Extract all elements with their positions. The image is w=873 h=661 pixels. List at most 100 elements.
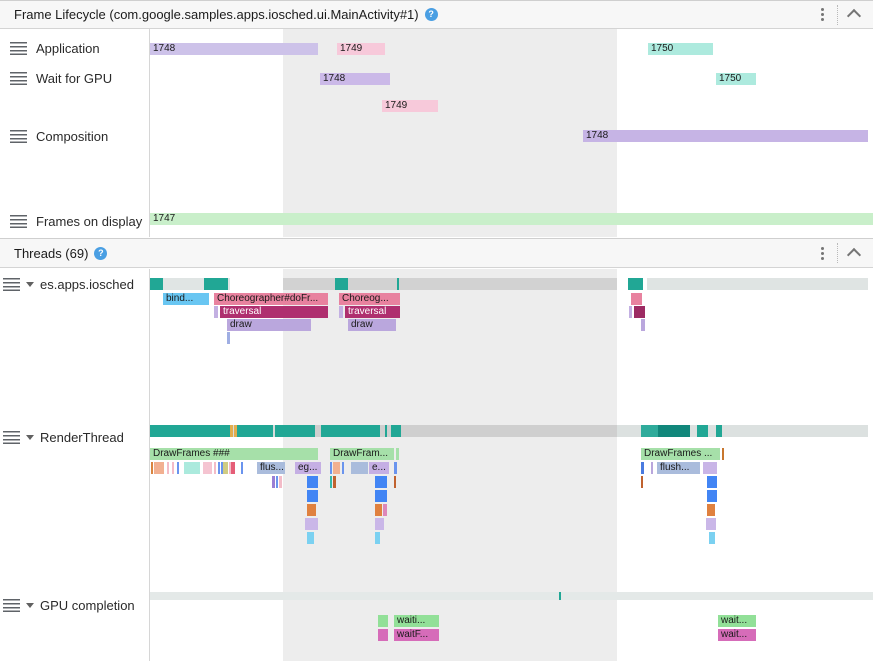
drag-handle-icon[interactable] bbox=[3, 278, 20, 291]
trace-event-bar[interactable] bbox=[214, 306, 218, 318]
trace-event-bar[interactable]: Choreog... bbox=[339, 293, 400, 305]
trace-event-bar[interactable] bbox=[276, 476, 278, 488]
trace-event-bar[interactable] bbox=[203, 462, 212, 474]
trace-event-bar[interactable]: draw bbox=[227, 319, 311, 331]
trace-event-bar[interactable] bbox=[651, 462, 653, 474]
trace-event-bar[interactable] bbox=[631, 293, 642, 305]
trace-event-bar[interactable] bbox=[339, 306, 343, 318]
trace-event-bar[interactable] bbox=[307, 504, 316, 516]
trace-event-bar[interactable] bbox=[703, 462, 717, 474]
trace-event-bar[interactable] bbox=[307, 490, 318, 502]
trace-event-bar[interactable] bbox=[221, 462, 223, 474]
trace-event-bar[interactable] bbox=[394, 476, 396, 488]
trace-event-bar[interactable] bbox=[375, 490, 387, 502]
trace-event-bar[interactable] bbox=[394, 462, 397, 474]
trace-event-bar[interactable] bbox=[307, 532, 314, 544]
trace-event-bar[interactable]: eg... bbox=[295, 462, 321, 474]
trace-event-bar[interactable] bbox=[641, 476, 643, 488]
trace-event-bar[interactable]: draw bbox=[348, 319, 396, 331]
trace-event-bar[interactable]: waitF... bbox=[394, 629, 439, 641]
trace-event-bar[interactable] bbox=[333, 476, 336, 488]
trace-event-bar[interactable] bbox=[707, 476, 717, 488]
lifecycle-frame-bar[interactable]: 1750 bbox=[716, 73, 756, 85]
trace-event-bar[interactable]: e... bbox=[369, 462, 389, 474]
trace-event-bar[interactable] bbox=[218, 462, 220, 474]
trace-event-bar[interactable] bbox=[305, 518, 318, 530]
trace-event-bar[interactable] bbox=[151, 462, 153, 474]
trace-event-bar[interactable] bbox=[378, 629, 388, 641]
trace-event-bar[interactable]: flus... bbox=[257, 462, 285, 474]
drag-handle-icon[interactable] bbox=[10, 130, 27, 143]
trace-event-bar[interactable] bbox=[351, 462, 368, 474]
trace-event-bar[interactable]: Choreographer#doFr... bbox=[214, 293, 328, 305]
chevron-up-icon[interactable] bbox=[846, 8, 862, 24]
trace-event-bar[interactable] bbox=[629, 306, 632, 318]
trace-event-bar[interactable] bbox=[375, 518, 384, 530]
drag-handle-icon[interactable] bbox=[10, 72, 27, 85]
trace-event-bar[interactable] bbox=[641, 462, 644, 474]
trace-event-bar[interactable] bbox=[214, 462, 216, 474]
kebab-menu-icon[interactable] bbox=[817, 245, 828, 262]
trace-event-bar[interactable] bbox=[227, 332, 230, 344]
trace-event-bar[interactable]: DrawFrames ### bbox=[150, 448, 318, 460]
trace-event-bar[interactable] bbox=[177, 462, 179, 474]
trace-event-bar[interactable] bbox=[634, 306, 645, 318]
trace-event-bar[interactable] bbox=[641, 319, 645, 331]
trace-event-bar[interactable] bbox=[307, 476, 318, 488]
drag-handle-icon[interactable] bbox=[3, 431, 20, 444]
trace-event-bar[interactable] bbox=[330, 476, 332, 488]
trace-event-bar[interactable] bbox=[342, 462, 344, 474]
triangle-down-icon[interactable] bbox=[26, 282, 34, 287]
trace-event-bar[interactable] bbox=[223, 462, 228, 474]
trace-event-bar[interactable]: traversal bbox=[345, 306, 400, 318]
trace-event-bar[interactable] bbox=[707, 504, 715, 516]
trace-event-bar[interactable]: waiti... bbox=[394, 615, 439, 627]
trace-event-bar[interactable] bbox=[330, 462, 332, 474]
trace-event-bar[interactable] bbox=[154, 462, 164, 474]
trace-event-bar[interactable] bbox=[172, 462, 174, 474]
lifecycle-frame-bar[interactable]: 1749 bbox=[337, 43, 385, 55]
help-icon[interactable]: ? bbox=[424, 8, 438, 21]
trace-event-bar[interactable] bbox=[231, 462, 235, 474]
kebab-menu-icon[interactable] bbox=[817, 6, 828, 23]
trace-event-bar[interactable] bbox=[375, 504, 382, 516]
trace-event-bar[interactable]: traversal bbox=[220, 306, 328, 318]
trace-event-bar[interactable] bbox=[722, 448, 724, 460]
trace-event-bar[interactable]: DrawFrames ... bbox=[641, 448, 720, 460]
triangle-down-icon[interactable] bbox=[26, 435, 34, 440]
lifecycle-frame-bar[interactable]: 1750 bbox=[648, 43, 713, 55]
trace-event-bar[interactable]: flush... bbox=[657, 462, 700, 474]
trace-event-bar[interactable] bbox=[229, 462, 231, 474]
trace-event-bar[interactable] bbox=[272, 476, 275, 488]
lifecycle-frame-bar[interactable]: 1747 bbox=[150, 213, 873, 225]
trace-event-bar[interactable] bbox=[709, 532, 715, 544]
chevron-up-icon[interactable] bbox=[846, 247, 862, 262]
trace-event-bar[interactable] bbox=[184, 462, 200, 474]
trace-event-bar[interactable]: wait... bbox=[718, 615, 756, 627]
drag-handle-icon[interactable] bbox=[10, 42, 27, 55]
trace-event-bar[interactable] bbox=[167, 462, 169, 474]
row-label: Wait for GPU bbox=[36, 71, 113, 86]
trace-event-bar[interactable] bbox=[706, 518, 716, 530]
lifecycle-frame-bar[interactable]: 1749 bbox=[382, 100, 438, 112]
drag-handle-icon[interactable] bbox=[3, 599, 20, 612]
triangle-down-icon[interactable] bbox=[26, 603, 34, 608]
trace-event-bar[interactable]: bind... bbox=[163, 293, 209, 305]
header-actions bbox=[817, 4, 863, 25]
trace-event-bar[interactable]: DrawFram... bbox=[330, 448, 394, 460]
trace-event-bar[interactable] bbox=[333, 462, 340, 474]
lifecycle-frame-bar[interactable]: 1748 bbox=[583, 130, 868, 142]
lifecycle-frame-bar[interactable]: 1748 bbox=[150, 43, 318, 55]
drag-handle-icon[interactable] bbox=[10, 215, 27, 228]
trace-event-bar[interactable] bbox=[279, 476, 282, 488]
trace-event-bar[interactable]: wait... bbox=[718, 629, 756, 641]
trace-event-bar[interactable] bbox=[383, 504, 387, 516]
trace-event-bar[interactable] bbox=[396, 448, 399, 460]
lifecycle-frame-bar[interactable]: 1748 bbox=[320, 73, 390, 85]
trace-event-bar[interactable] bbox=[707, 490, 717, 502]
trace-event-bar[interactable] bbox=[241, 462, 243, 474]
trace-event-bar[interactable] bbox=[375, 476, 387, 488]
trace-event-bar[interactable] bbox=[378, 615, 388, 627]
help-icon[interactable]: ? bbox=[94, 246, 108, 260]
trace-event-bar[interactable] bbox=[375, 532, 380, 544]
